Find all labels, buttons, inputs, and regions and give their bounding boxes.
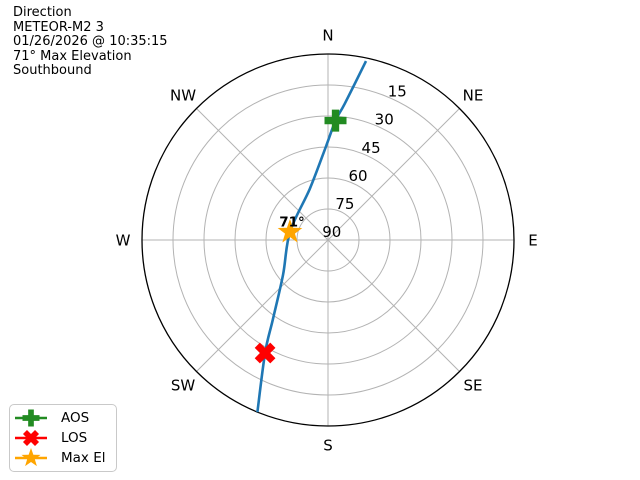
compass-label-n: N xyxy=(322,26,333,44)
satellite-name: METEOR-M2 3 xyxy=(13,19,104,35)
elevation-tick-label-75: 75 xyxy=(335,195,354,213)
elevation-tick-label-15: 15 xyxy=(388,83,407,101)
elevation-tick-label-30: 30 xyxy=(375,111,394,129)
compass-label-ne: NE xyxy=(463,86,484,104)
legend-item-aos: AOS xyxy=(14,408,105,428)
legend-item-max-el: Max El xyxy=(14,448,105,468)
compass-label-s: S xyxy=(323,436,333,454)
max-el-marker xyxy=(277,219,303,243)
azimuth-spoke-135 xyxy=(196,108,460,372)
pass-direction-text: Southbound xyxy=(13,63,92,79)
legend-los-glyph xyxy=(22,429,40,447)
satellite-track xyxy=(256,60,368,413)
max-elevation-text: 71° Max Elevation xyxy=(13,48,132,64)
elevation-tick-label-90: 90 xyxy=(322,223,341,241)
max-el-legend-marker-icon xyxy=(15,448,47,467)
compass-label-e: E xyxy=(528,231,537,249)
plot-title: Direction xyxy=(13,5,72,20)
los-marker xyxy=(254,342,276,364)
aos-legend-marker-icon xyxy=(15,409,47,427)
pass-info-header: Direction METEOR-M2 3 01/26/2026 @ 10:35… xyxy=(13,5,168,79)
aos-marker xyxy=(324,109,347,132)
elevation-tick-label-60: 60 xyxy=(348,167,367,185)
legend-label-los: LOS xyxy=(61,430,88,446)
compass-label-sw: SW xyxy=(171,376,196,394)
legend-label-aos: AOS xyxy=(61,410,90,426)
horizon-circle xyxy=(141,53,515,427)
compass-label-w: W xyxy=(116,231,131,249)
los-legend-marker-icon xyxy=(15,429,47,447)
legend-box: AOS LOS Max El xyxy=(9,404,118,472)
legend-aos-glyph xyxy=(22,409,40,427)
legend-label-max-el: Max El xyxy=(61,450,106,466)
legend-max-el-glyph xyxy=(21,448,41,467)
compass-label-se: SE xyxy=(463,376,482,394)
elevation-tick-label-45: 45 xyxy=(362,139,381,157)
pass-timestamp: 01/26/2026 @ 10:35:15 xyxy=(13,34,168,50)
max-el-annotation: 71° xyxy=(279,214,305,230)
legend-item-los: LOS xyxy=(14,428,105,448)
compass-label-nw: NW xyxy=(170,86,196,104)
